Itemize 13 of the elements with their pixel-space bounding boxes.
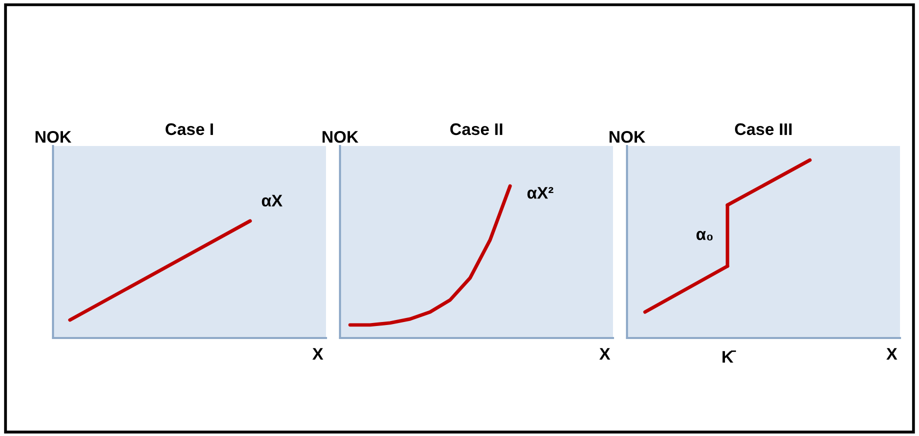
x-axis-title: X xyxy=(599,348,610,360)
text: K̄ xyxy=(722,350,736,363)
y-axis-title: NOK xyxy=(322,130,358,143)
y-axis-title: NOK xyxy=(610,130,646,143)
chart-title: Case I xyxy=(166,123,213,136)
annotation: α₀ xyxy=(696,230,713,241)
chart-title: Case III xyxy=(735,123,792,136)
x-axis-title: X xyxy=(312,348,324,360)
text: αX xyxy=(262,194,282,207)
x-axis-title: X xyxy=(886,348,898,360)
y-axis-title: NOK xyxy=(36,130,72,143)
chart-title: Case II xyxy=(450,123,502,136)
text: αX² xyxy=(527,187,554,199)
